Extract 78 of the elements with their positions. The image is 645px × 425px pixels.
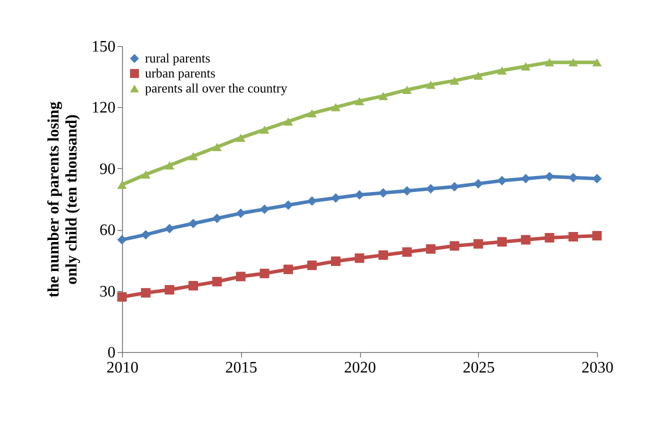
point	[164, 224, 174, 234]
point	[450, 182, 460, 192]
point	[117, 235, 127, 245]
point	[212, 214, 222, 224]
point	[331, 103, 340, 112]
y-tick-label: 120	[92, 100, 116, 117]
point	[426, 80, 436, 89]
point	[284, 200, 293, 210]
point	[378, 92, 388, 100]
x-tick-label: 2030	[582, 360, 614, 376]
y-tick-label: 0	[108, 344, 116, 362]
y-tick-label: 30	[100, 283, 116, 300]
point	[521, 235, 530, 245]
point	[164, 285, 174, 295]
point	[568, 232, 578, 242]
point	[188, 280, 198, 290]
point	[497, 66, 507, 75]
point	[592, 58, 602, 66]
y-tick-label: 150	[92, 38, 116, 56]
point	[307, 260, 317, 270]
point	[117, 180, 127, 189]
point	[378, 250, 388, 260]
point	[354, 253, 364, 263]
point	[402, 86, 412, 94]
point	[307, 196, 317, 206]
x-tick-label: 2015	[225, 360, 258, 376]
point	[284, 264, 293, 274]
point	[521, 62, 530, 71]
legend-label: urban parents	[145, 66, 216, 80]
point	[450, 241, 460, 251]
point	[117, 292, 127, 302]
point	[260, 268, 270, 278]
point	[568, 172, 578, 182]
point	[592, 230, 602, 240]
point	[568, 58, 578, 66]
point	[402, 186, 412, 196]
point	[236, 272, 246, 282]
point	[164, 161, 174, 170]
point	[260, 204, 270, 214]
y-tick-label: 60	[100, 222, 116, 240]
point	[236, 134, 246, 142]
point	[284, 117, 293, 126]
point	[592, 174, 602, 184]
point	[402, 247, 412, 257]
point	[307, 109, 317, 118]
point	[474, 71, 483, 80]
point	[378, 188, 388, 198]
legend-label: rural parents	[145, 50, 210, 66]
point	[212, 142, 222, 152]
point	[212, 276, 222, 286]
point	[188, 218, 198, 228]
x-tick-label: 2025	[462, 360, 495, 376]
point	[331, 256, 340, 266]
point	[331, 193, 340, 203]
point	[236, 208, 246, 218]
point	[188, 152, 198, 160]
point	[141, 230, 150, 240]
point	[497, 237, 507, 247]
x-tick-label: 2020	[344, 360, 376, 376]
point	[474, 178, 483, 188]
point	[141, 170, 150, 179]
point	[426, 184, 436, 194]
point	[260, 126, 270, 134]
point	[497, 176, 507, 186]
point	[450, 76, 460, 85]
x-tick-label: 2010	[106, 360, 138, 376]
y-tick-label: 90	[100, 160, 116, 178]
point	[544, 233, 554, 243]
point	[521, 174, 530, 184]
point	[544, 172, 554, 182]
point	[141, 288, 150, 298]
point	[354, 190, 364, 200]
y-axis-title: the number of parents losing only child (ten thousand)	[46, 102, 80, 298]
point	[354, 96, 364, 106]
point	[544, 58, 554, 66]
legend-label: parents all over the country	[145, 80, 288, 96]
point	[426, 244, 436, 254]
point	[474, 239, 483, 249]
